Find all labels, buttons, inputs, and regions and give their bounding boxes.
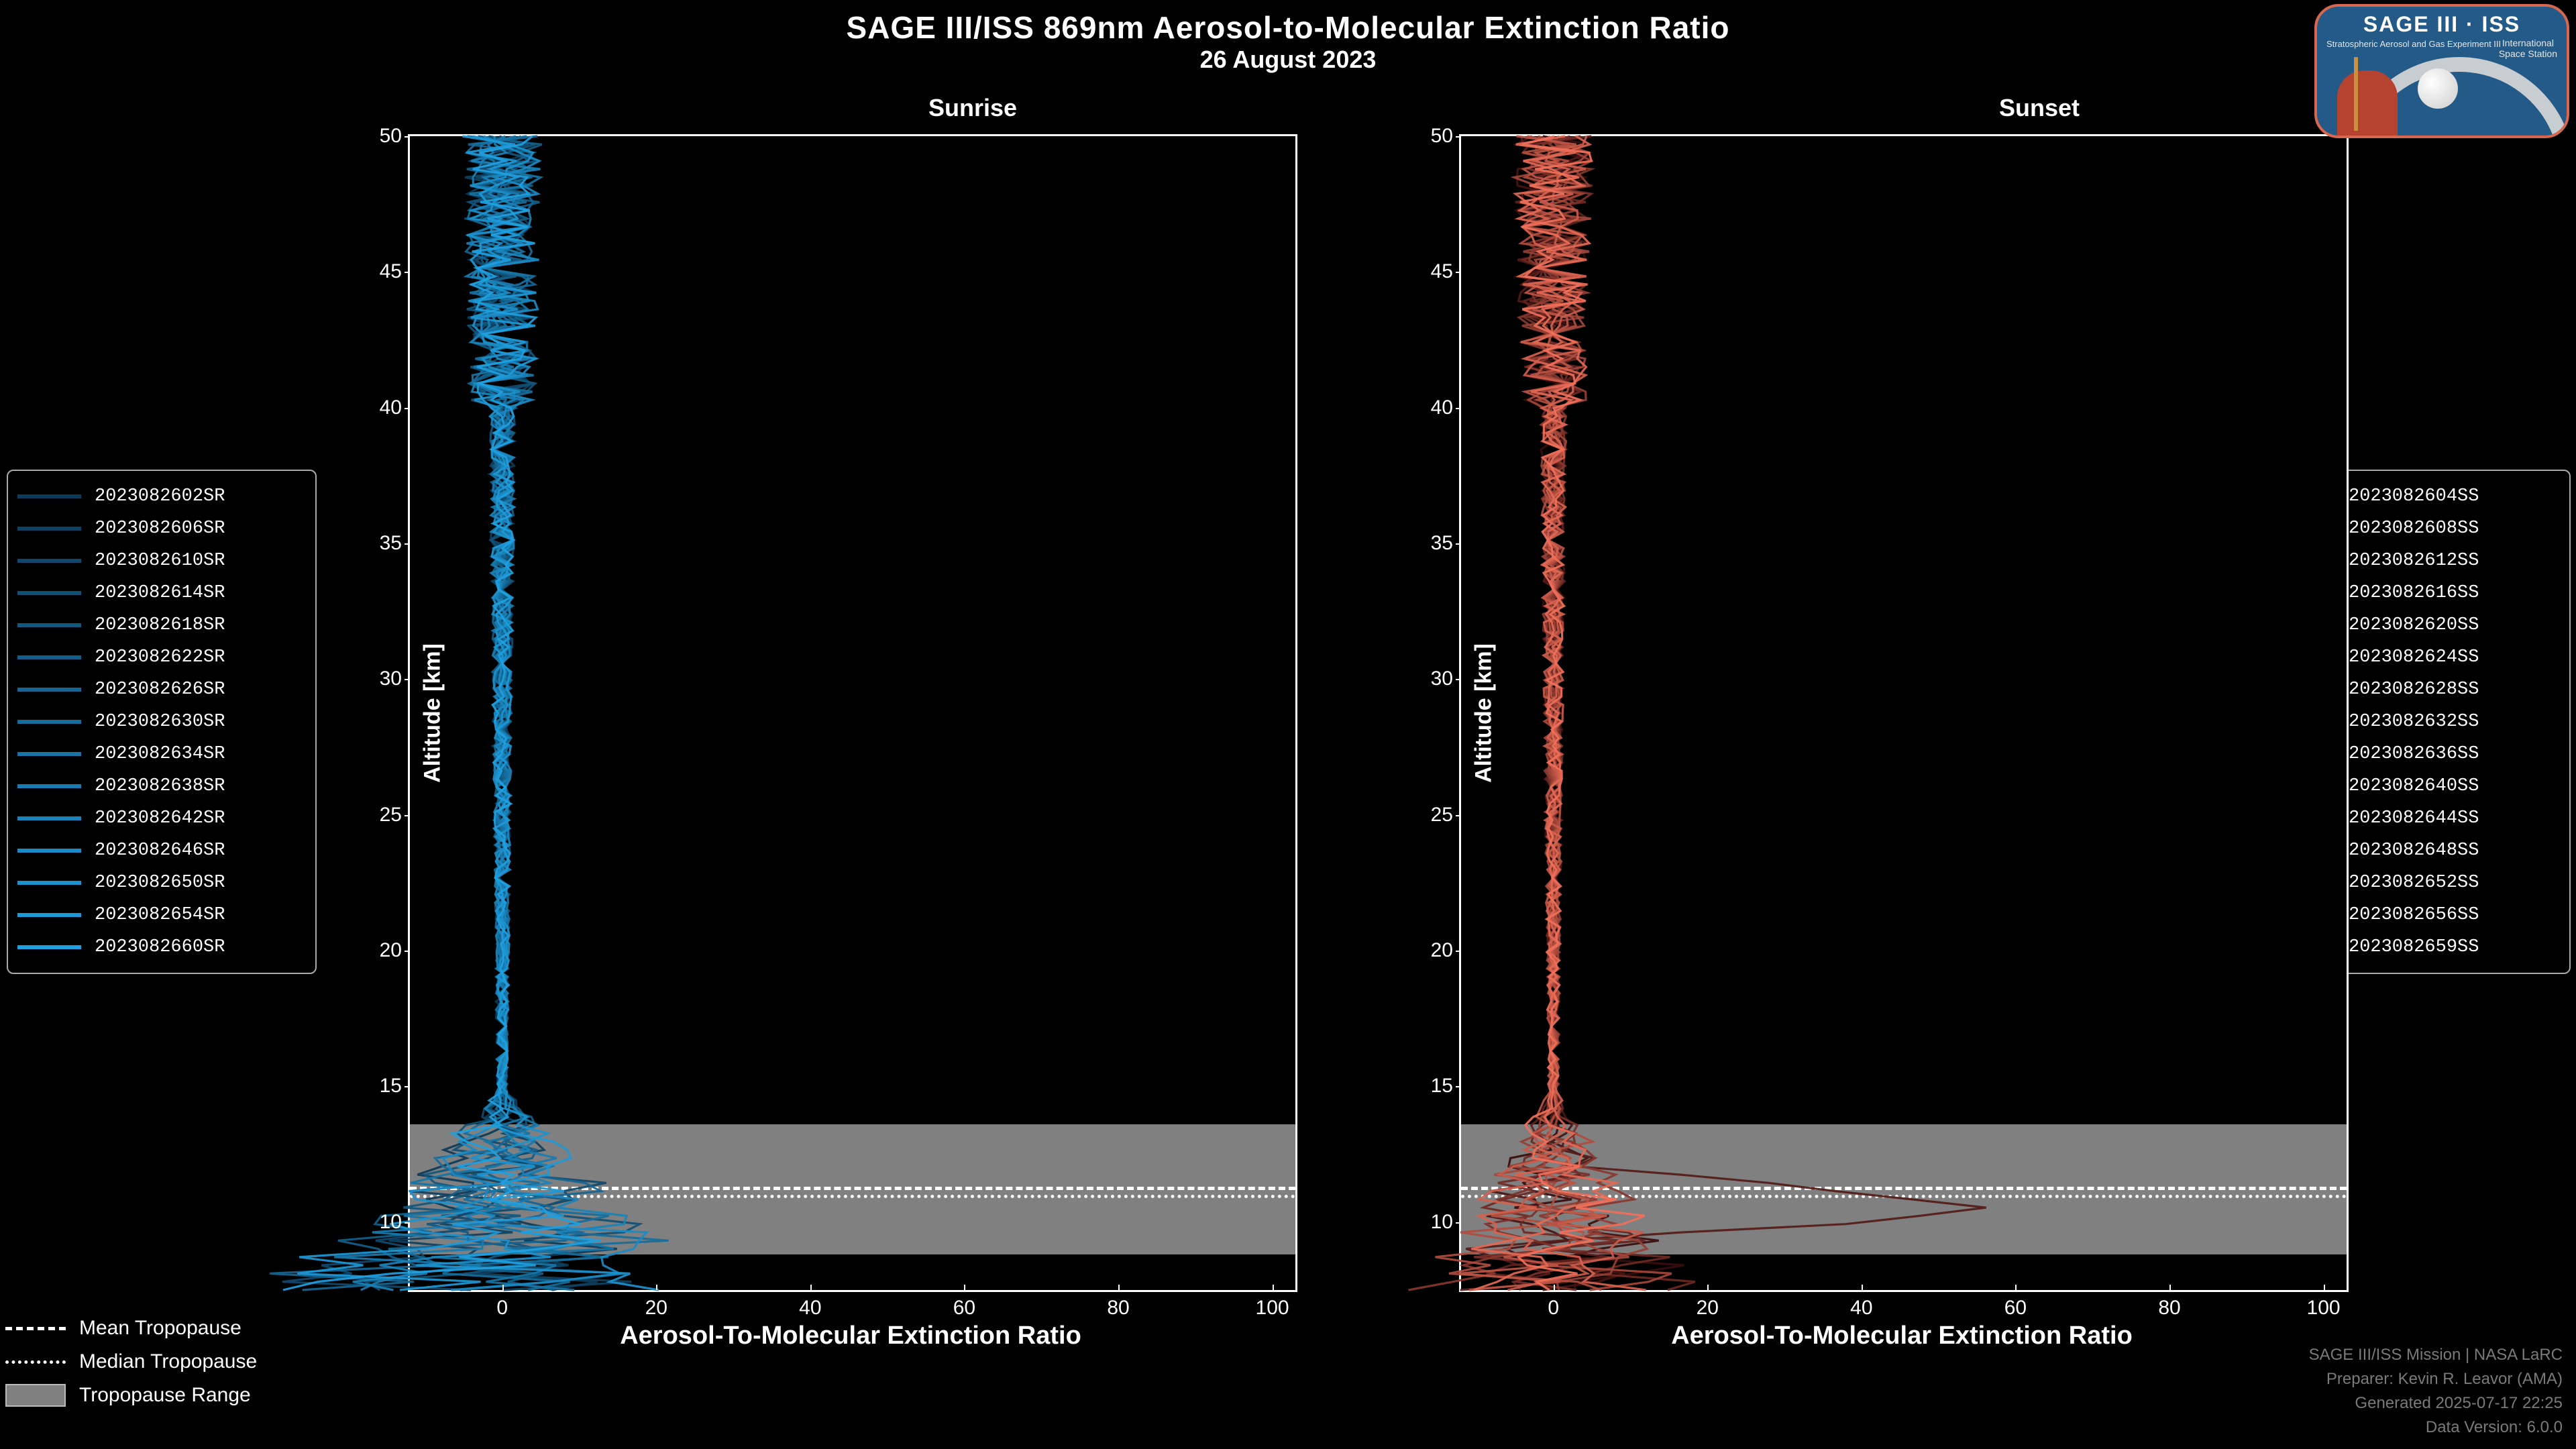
y-axis-title-sunrise: Altitude [km]	[419, 643, 445, 783]
logo-staff	[2354, 57, 2358, 131]
legend-label-2023082616SS: 2023082616SS	[2349, 583, 2479, 603]
x-axis-title-sunrise: Aerosol-To-Molecular Extinction Ratio	[408, 1322, 1293, 1350]
sage-iss-logo: SAGE III · ISS Stratospheric Aerosol and…	[2314, 4, 2569, 138]
legend-item-median-tropopause: Median Tropopause	[5, 1345, 421, 1379]
legend-label-2023082636SS: 2023082636SS	[2349, 744, 2479, 764]
legend-swatch-2023082634SR	[17, 752, 81, 756]
legend-item-2023082602SR: 2023082602SR	[17, 480, 306, 513]
legend-item-2023082642SR: 2023082642SR	[17, 802, 306, 835]
panel-title-sunrise: Sunrise	[704, 94, 1241, 122]
legend-swatch-2023082638SR	[17, 784, 81, 788]
legend-label-2023082628SS: 2023082628SS	[2349, 680, 2479, 700]
median-tropopause-label: Median Tropopause	[79, 1350, 257, 1373]
logo-moon	[2418, 68, 2458, 109]
legend-label-2023082608SS: 2023082608SS	[2349, 519, 2479, 539]
legend-label-2023082632SS: 2023082632SS	[2349, 712, 2479, 732]
median-tropopause-swatch	[5, 1360, 66, 1364]
legend-item-2023082622SR: 2023082622SR	[17, 641, 306, 674]
legend-swatch-2023082622SR	[17, 655, 81, 659]
legend-item-2023082634SR: 2023082634SR	[17, 738, 306, 770]
legend-label-2023082656SS: 2023082656SS	[2349, 905, 2479, 925]
legend-item-2023082614SR: 2023082614SR	[17, 577, 306, 609]
legend-swatch-2023082654SR	[17, 913, 81, 917]
legend-swatch-2023082660SR	[17, 945, 81, 949]
logo-subtitle-left: Stratospheric Aerosol and Gas Experiment…	[2326, 39, 2501, 49]
date-subtitle: 26 August 2023	[0, 46, 2576, 74]
legend-label-2023082626SR: 2023082626SR	[95, 680, 225, 700]
legend-label-2023082642SR: 2023082642SR	[95, 808, 225, 828]
logo-wizard-figure	[2337, 70, 2398, 138]
legend-label-2023082640SS: 2023082640SS	[2349, 776, 2479, 796]
legend-label-2023082634SR: 2023082634SR	[95, 744, 225, 764]
sunrise-plot[interactable]: 10 15 20 25 30 35 40 45 50 0 20 40 60 80 100 Altitude…	[408, 134, 1297, 1292]
legend-label-2023082659SS: 2023082659SS	[2349, 937, 2479, 957]
legend-sunrise-rows: 2023082602SR 2023082606SR 2023082610SR 2023…	[17, 480, 306, 963]
legend-label-2023082650SR: 2023082650SR	[95, 873, 225, 893]
legend-label-2023082610SR: 2023082610SR	[95, 551, 225, 571]
tropopause-range-label: Tropopause Range	[79, 1384, 251, 1407]
legend-label-2023082602SR: 2023082602SR	[95, 486, 225, 506]
legend-item-mean-tropopause: Mean Tropopause	[5, 1311, 421, 1345]
tropopause-range-swatch	[5, 1384, 66, 1407]
legend-item-2023082618SR: 2023082618SR	[17, 609, 306, 641]
legend-item-2023082654SR: 2023082654SR	[17, 899, 306, 931]
legend-label-2023082648SS: 2023082648SS	[2349, 841, 2479, 861]
legend-item-2023082626SR: 2023082626SR	[17, 674, 306, 706]
legend-item-2023082660SR: 2023082660SR	[17, 931, 306, 963]
legend-label-2023082652SS: 2023082652SS	[2349, 873, 2479, 893]
legend-label-2023082638SR: 2023082638SR	[95, 776, 225, 796]
legend-label-2023082612SS: 2023082612SS	[2349, 551, 2479, 571]
legend-label-2023082606SR: 2023082606SR	[95, 519, 225, 539]
main-title: SAGE III/ISS 869nm Aerosol-to-Molecular …	[0, 9, 2576, 46]
curve-2023082628SS	[1409, 136, 1634, 1290]
legend-item-tropopause-range: Tropopause Range	[5, 1379, 421, 1412]
sunset-plot[interactable]: 10 15 20 25 30 35 40 45 50 0 20 40 60 80 100 Altitude…	[1459, 134, 2349, 1292]
legend-item-2023082650SR: 2023082650SR	[17, 867, 306, 899]
mean-tropopause-label: Mean Tropopause	[79, 1317, 241, 1340]
legend-label-2023082624SS: 2023082624SS	[2349, 647, 2479, 667]
legend-label-2023082620SS: 2023082620SS	[2349, 615, 2479, 635]
legend-item-2023082646SR: 2023082646SR	[17, 835, 306, 867]
legend-item-2023082606SR: 2023082606SR	[17, 513, 306, 545]
dashboard-root: SAGE III/ISS 869nm Aerosol-to-Molecular …	[0, 0, 2576, 1449]
legend-swatch-2023082626SR	[17, 688, 81, 692]
legend-item-2023082630SR: 2023082630SR	[17, 706, 306, 738]
legend-swatch-2023082618SR	[17, 623, 81, 627]
sunrise-curves	[410, 136, 1295, 1290]
legend-swatch-2023082646SR	[17, 849, 81, 853]
legend-label-2023082614SR: 2023082614SR	[95, 583, 225, 603]
legend-label-2023082654SR: 2023082654SR	[95, 905, 225, 925]
logo-title: SAGE III · ISS	[2317, 12, 2567, 37]
legend-swatch-2023082650SR	[17, 881, 81, 885]
legend-label-2023082646SR: 2023082646SR	[95, 841, 225, 861]
legend-swatch-2023082602SR	[17, 494, 81, 498]
legend-swatch-2023082610SR	[17, 559, 81, 563]
legend-label-2023082618SR: 2023082618SR	[95, 615, 225, 635]
legend-swatch-2023082642SR	[17, 816, 81, 820]
legend-sunrise: 2023082602SR 2023082606SR 2023082610SR 2023…	[7, 470, 317, 974]
legend-label-2023082630SR: 2023082630SR	[95, 712, 225, 732]
curve-2023082640SS	[1436, 136, 1602, 1290]
legend-item-2023082638SR: 2023082638SR	[17, 770, 306, 802]
mean-tropopause-swatch	[5, 1327, 66, 1330]
logo-subtitle-right: International Space Station	[2499, 38, 2557, 59]
footer-info: SAGE III/ISS Mission | NASA LaRC Prepare…	[2309, 1343, 2563, 1440]
sunset-curves	[1461, 136, 2347, 1290]
legend-label-2023082622SR: 2023082622SR	[95, 647, 225, 667]
legend-swatch-2023082614SR	[17, 591, 81, 595]
panel-title-sunset: Sunset	[1771, 94, 2308, 122]
legend-swatch-2023082606SR	[17, 527, 81, 531]
legend-item-2023082610SR: 2023082610SR	[17, 545, 306, 577]
x-axis-title-sunset: Aerosol-To-Molecular Extinction Ratio	[1459, 1322, 2345, 1350]
y-axis-title-sunset: Altitude [km]	[1470, 643, 1497, 783]
legend-swatch-2023082630SR	[17, 720, 81, 724]
legend-label-2023082604SS: 2023082604SS	[2349, 486, 2479, 506]
curve-2023082620SS	[1483, 136, 1695, 1290]
legend-label-2023082644SS: 2023082644SS	[2349, 808, 2479, 828]
legend-label-2023082660SR: 2023082660SR	[95, 937, 225, 957]
bottom-legend: Mean Tropopause Median Tropopause Tropop…	[5, 1311, 421, 1412]
